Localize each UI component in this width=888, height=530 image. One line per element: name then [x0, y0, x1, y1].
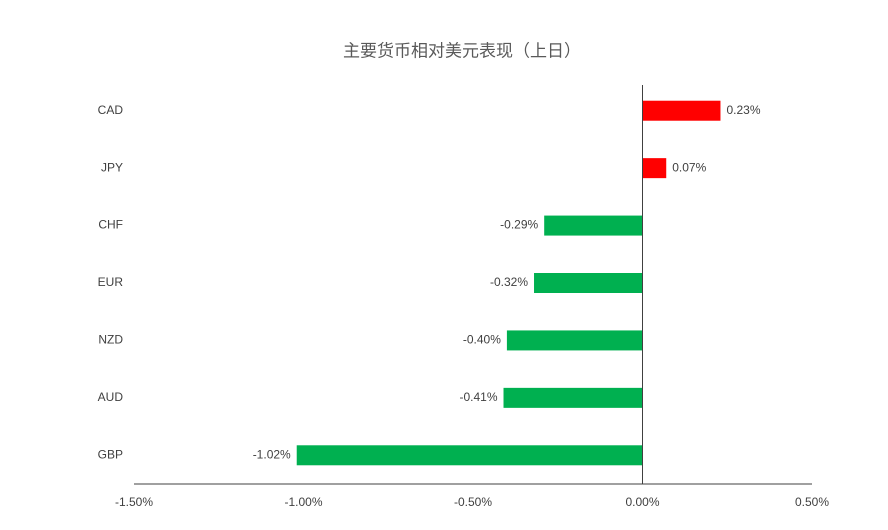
bar	[503, 387, 643, 408]
value-label: -1.02%	[253, 447, 291, 461]
x-tick-label: -1.50%	[115, 495, 153, 509]
y-tick-label: AUD	[98, 390, 124, 404]
value-label: 0.23%	[726, 103, 760, 117]
value-label: -0.40%	[463, 333, 501, 347]
value-label: 0.07%	[672, 160, 706, 174]
x-tick-label: 0.50%	[795, 495, 829, 509]
bar	[506, 330, 643, 351]
y-tick-label: CHF	[98, 218, 123, 232]
value-label: -0.32%	[490, 275, 528, 289]
y-tick-label: CAD	[98, 103, 124, 117]
bar	[642, 100, 721, 121]
bar	[642, 158, 667, 179]
chart-title: 主要货币相对美元表现（上日）	[343, 41, 581, 60]
y-tick-label: NZD	[98, 333, 123, 347]
value-label: -0.29%	[500, 218, 538, 232]
y-tick-label: JPY	[101, 160, 123, 174]
x-tick-label: -0.50%	[454, 495, 492, 509]
y-tick-label: EUR	[98, 275, 124, 289]
value-label: -0.41%	[459, 390, 497, 404]
x-tick-label: -1.00%	[284, 495, 322, 509]
x-tick-label: 0.00%	[625, 495, 659, 509]
bar	[534, 273, 643, 293]
bar	[544, 215, 643, 236]
bar	[296, 445, 643, 466]
y-tick-label: GBP	[98, 447, 123, 461]
